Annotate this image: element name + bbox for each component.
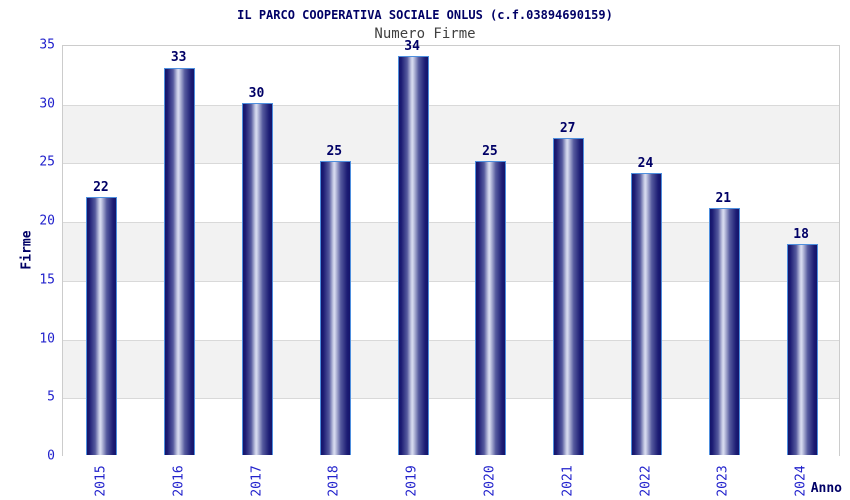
gridline [63,339,839,341]
y-tick-label: 0 [47,448,55,464]
bar-2019 [397,55,429,455]
bar-2018 [319,161,351,455]
bar-2022 [631,173,662,455]
bar-value-label: 25 [326,144,343,160]
x-tick-label-2020: 2020 [482,465,498,497]
x-tick-label-2017: 2017 [249,465,264,497]
bar-value-label: 21 [715,191,732,207]
bar-value-label: 27 [559,120,576,136]
x-tick-label-2018: 2018 [326,465,342,497]
gridline [63,280,839,282]
bar-2024 [786,243,818,455]
x-axis-label: Anno [810,481,842,496]
bar-2017 [242,102,273,455]
gridline [63,163,839,165]
gridline [63,222,839,224]
y-tick-label: 35 [39,37,55,53]
y-tick-label: 10 [39,331,55,347]
bar-value-label: 25 [482,144,498,160]
bar-value-label: 24 [637,156,654,172]
bar-value-label: 22 [93,179,109,195]
y-tick-label: 20 [39,213,55,229]
bar-value-label: 34 [404,38,420,54]
x-tick-label-2022: 2022 [638,465,653,497]
x-tick-label-2019: 2019 [404,465,420,497]
bar-2023 [708,208,740,455]
x-tick-label-2021: 2021 [560,465,576,497]
plot-area [62,45,840,457]
y-tick-label: 15 [39,272,55,288]
bar-2020 [475,161,507,455]
bar-2021 [553,137,585,455]
chart-subtitle: Numero Firme [374,26,476,42]
bar-value-label: 30 [248,85,265,101]
y-tick-label: 25 [39,154,55,170]
y-tick-label: 30 [39,96,55,112]
bar-value-label: 33 [170,50,187,66]
bar-value-label: 18 [793,226,809,242]
bar-2015 [86,196,118,455]
x-tick-label-2016: 2016 [171,465,187,497]
x-axis: 2015 2016 2017 2018 2019 2020 2021 2022 2023 2024 [62,456,840,500]
bar-2016 [164,67,196,455]
x-tick-label-2023: 2023 [715,465,731,497]
y-axis: 0 5 10 15 20 25 30 35 [0,38,55,464]
chart-title: IL PARCO COOPERATIVA SOCIALE ONLUS (c.f.… [237,8,613,22]
y-tick-label: 5 [47,389,55,405]
gridline [63,398,839,400]
gridline [63,104,839,106]
x-tick-label-2015: 2015 [93,465,109,497]
x-tick-label-2024: 2024 [793,465,809,497]
